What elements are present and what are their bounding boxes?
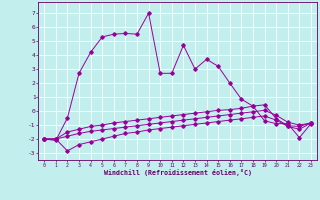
- X-axis label: Windchill (Refroidissement éolien,°C): Windchill (Refroidissement éolien,°C): [104, 169, 252, 176]
